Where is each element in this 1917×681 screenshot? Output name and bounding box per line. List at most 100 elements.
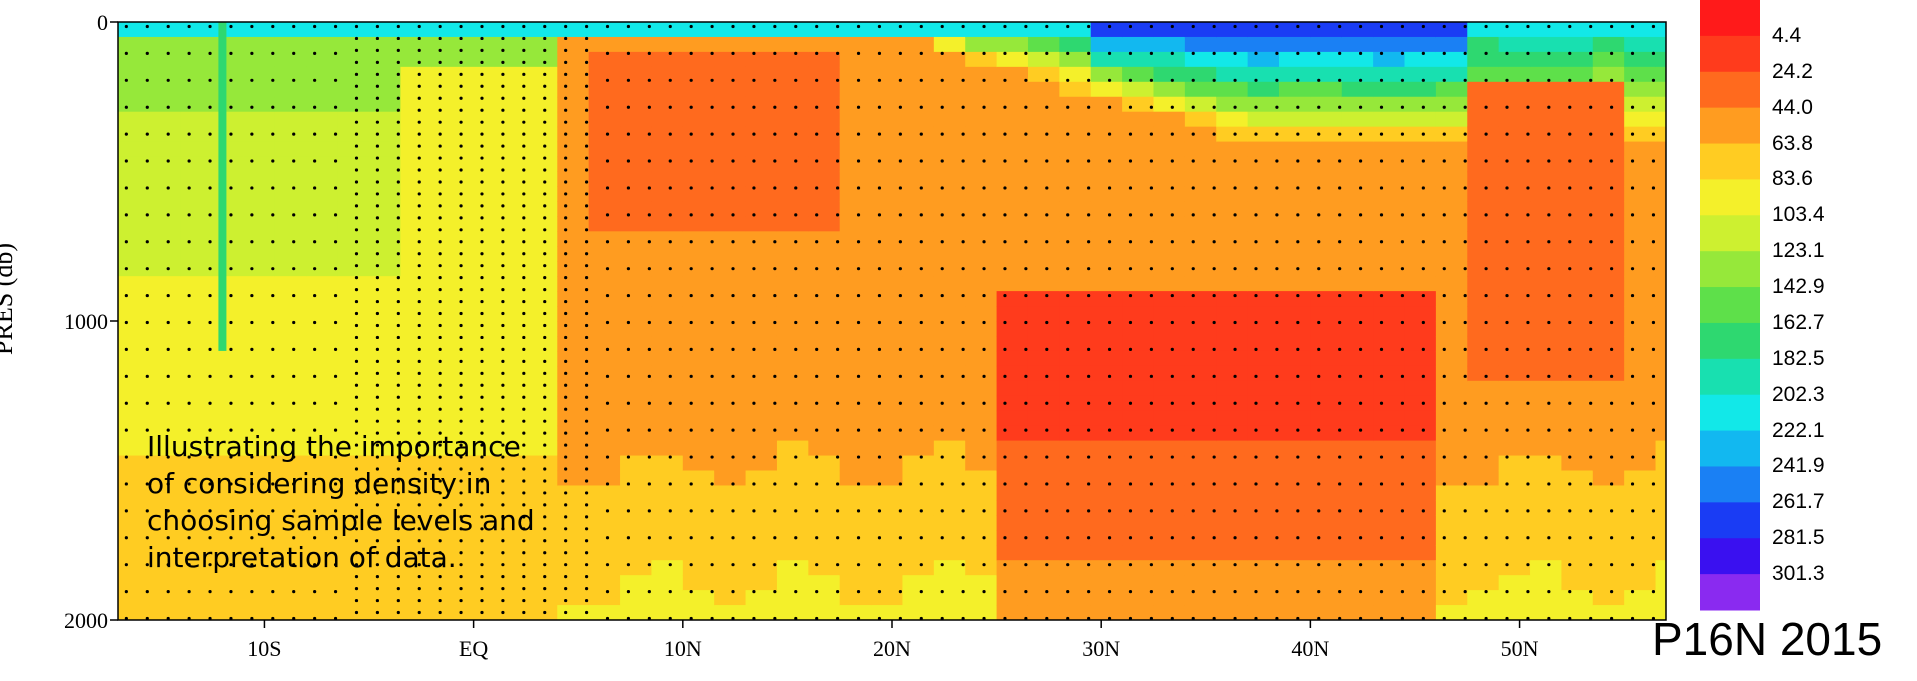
field-cell xyxy=(682,515,715,531)
field-cell xyxy=(118,365,150,382)
sample-dot xyxy=(313,240,317,244)
sample-dot xyxy=(250,267,254,271)
sample-dot xyxy=(522,216,526,220)
field-cell xyxy=(243,545,276,561)
sample-dot xyxy=(396,228,400,232)
sample-dot xyxy=(543,598,547,603)
sample-dot xyxy=(731,51,735,55)
field-cell xyxy=(839,395,872,412)
sample-dot xyxy=(1442,51,1446,55)
field-cell xyxy=(933,81,966,98)
sample-dot xyxy=(898,78,902,82)
sample-dot xyxy=(1379,51,1384,55)
field-cell xyxy=(1090,81,1123,98)
field-cell xyxy=(934,620,966,636)
field-cell xyxy=(745,246,778,262)
sample-dot xyxy=(522,299,526,304)
sample-dot xyxy=(1191,616,1195,620)
sample-dot xyxy=(480,299,484,304)
sample-dot xyxy=(794,482,798,486)
sample-dot xyxy=(919,616,923,620)
field-cell xyxy=(1561,350,1594,367)
field-cell xyxy=(808,81,841,98)
field-cell xyxy=(965,246,998,262)
field-cell xyxy=(1216,111,1249,128)
sample-dot xyxy=(961,616,965,620)
sample-dot xyxy=(564,371,568,375)
sample-dot xyxy=(271,589,275,594)
field-cell xyxy=(682,335,715,352)
sample-dot xyxy=(1003,293,1007,298)
sample-dot xyxy=(1358,105,1363,109)
colorbar-swatch xyxy=(1700,322,1760,360)
field-cell xyxy=(1028,620,1060,636)
field-cell xyxy=(808,186,841,202)
field-cell xyxy=(1153,470,1186,487)
field-cell xyxy=(1499,620,1531,636)
sample-dot xyxy=(584,192,589,196)
sample-dot xyxy=(333,374,338,378)
field-cell xyxy=(1467,186,1500,202)
field-cell xyxy=(1624,261,1657,277)
field-cell xyxy=(306,335,339,352)
sample-dot xyxy=(459,503,463,507)
field-cell xyxy=(337,291,370,307)
sample-dot xyxy=(375,431,379,435)
sample-dot xyxy=(689,105,693,109)
sample-dot xyxy=(459,311,463,316)
sample-dot xyxy=(1630,347,1635,352)
sample-dot xyxy=(877,159,882,163)
sample-dot xyxy=(543,24,547,29)
field-cell xyxy=(1279,246,1311,262)
sample-dot xyxy=(1087,320,1091,325)
sample-dot xyxy=(626,240,631,244)
sample-dot xyxy=(1003,374,1007,378)
sample-dot xyxy=(1128,213,1133,217)
field-cell xyxy=(1655,201,1666,217)
field-cell xyxy=(682,455,715,472)
sample-dot xyxy=(250,132,254,136)
field-cell xyxy=(588,395,621,412)
sample-dot xyxy=(1107,401,1112,405)
field-cell xyxy=(337,201,370,217)
field-cell xyxy=(118,335,150,352)
field-cell xyxy=(682,380,715,397)
field-cell xyxy=(557,321,590,337)
field-cell xyxy=(651,96,684,113)
sample-dot xyxy=(1630,374,1635,378)
field-cell xyxy=(714,201,747,217)
y-tick-label: 1000 xyxy=(64,309,108,334)
field-cell xyxy=(306,485,339,501)
field-cell xyxy=(1404,66,1437,83)
sample-dot xyxy=(1254,186,1258,190)
field-cell xyxy=(1310,425,1343,442)
field-cell xyxy=(1624,231,1657,247)
field-cell xyxy=(808,276,841,292)
field-cell xyxy=(1373,515,1406,531)
sample-dot xyxy=(396,491,400,495)
sample-dot xyxy=(459,467,463,471)
sample-dot xyxy=(1630,428,1635,432)
sample-dot xyxy=(375,323,379,328)
sample-dot xyxy=(166,267,170,271)
field-cell xyxy=(682,440,715,457)
sample-dot xyxy=(1338,347,1342,352)
field-cell xyxy=(431,291,464,307)
sample-dot xyxy=(124,105,128,109)
sample-dot xyxy=(229,213,233,217)
field-cell xyxy=(306,455,339,472)
sample-dot xyxy=(1107,536,1112,540)
sample-dot xyxy=(1421,105,1425,109)
field-cell xyxy=(525,605,558,620)
sample-dot xyxy=(480,108,484,112)
field-cell xyxy=(1467,545,1500,561)
field-cell xyxy=(243,22,276,38)
sample-dot xyxy=(522,108,526,112)
sample-dot xyxy=(459,335,463,340)
field-cell xyxy=(1310,126,1343,143)
sample-dot xyxy=(292,563,296,567)
field-cell xyxy=(871,590,904,606)
sample-dot xyxy=(354,60,359,64)
field-cell xyxy=(180,485,213,501)
field-cell xyxy=(1059,156,1092,173)
